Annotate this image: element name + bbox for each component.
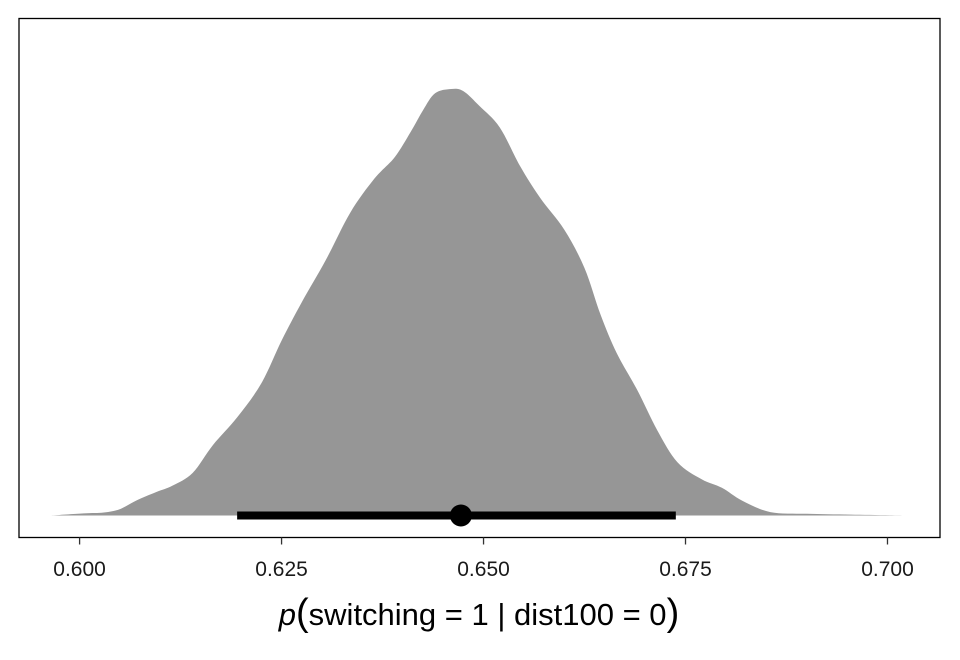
x-axis-title-body: switching = 1 | dist100 = 0 (309, 597, 667, 632)
x-tick-label: 0.650 (457, 558, 510, 581)
x-axis-ticks: 0.600 0.625 0.650 0.675 0.700 (53, 537, 914, 581)
x-tick-label: 0.700 (861, 558, 914, 581)
x-axis-title-close-paren: ) (667, 592, 680, 634)
x-axis-title-symbol: p (278, 597, 296, 632)
point-estimate-marker (449, 504, 472, 527)
x-tick-label: 0.625 (255, 558, 308, 581)
x-tick-label: 0.675 (659, 558, 712, 581)
plot-panel-border (18, 17, 941, 539)
x-axis-title: p(switching = 1 | dist100 = 0) (278, 592, 679, 634)
density-area (51, 88, 908, 516)
x-axis-title-open-paren: ( (296, 592, 309, 634)
x-tick-label: 0.600 (53, 558, 106, 581)
